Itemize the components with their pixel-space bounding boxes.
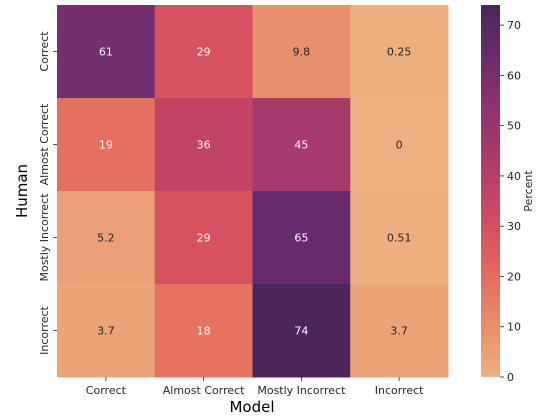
colorbar-tick-label: 10 (507, 321, 521, 334)
y-tick-label: Correct (38, 31, 51, 72)
colorbar-tick-label: 0 (507, 371, 514, 384)
cell-value-label: 3.7 (390, 325, 408, 338)
heatmap-cell (57, 98, 156, 192)
colorbar-tick-label: 30 (507, 220, 521, 233)
cell-value-label: 0 (396, 139, 403, 152)
colorbar-tick-label: 20 (507, 270, 521, 283)
cell-value-label: 65 (294, 232, 308, 245)
cell-value-label: 45 (294, 139, 308, 152)
cell-value-label: 19 (99, 139, 113, 152)
colorbar-tick-label: 60 (507, 69, 521, 82)
cell-value-label: 29 (197, 46, 211, 59)
colorbar-title: Percent (522, 170, 535, 212)
cell-value-label: 5.2 (97, 232, 115, 245)
heatmap-cell (154, 284, 253, 378)
x-tick-label: Mostly Incorrect (257, 384, 346, 397)
cell-value-label: 0.25 (387, 46, 412, 59)
heatmap-cells: 61 29 9.8 0.25 19 36 45 0 5.2 29 65 0.51 3.7 18 74 3.7 (57, 5, 449, 378)
heatmap-cell (252, 5, 351, 99)
cell-value-label: 9.8 (293, 46, 311, 59)
y-tick-label: Almost Correct (38, 103, 51, 185)
heatmap-cell (57, 191, 156, 285)
x-tick-label: Incorrect (375, 384, 424, 397)
heatmap-cell (57, 5, 156, 99)
heatmap-cell (252, 284, 351, 378)
cell-value-label: 0.51 (387, 232, 412, 245)
heatmap-cell (350, 98, 449, 192)
cell-value-label: 61 (99, 46, 113, 59)
colorbar-gradient (481, 5, 500, 377)
heatmap-cell (350, 284, 449, 378)
heatmap-cell (154, 5, 253, 99)
y-tick-label: Incorrect (38, 305, 51, 354)
cell-value-label: 18 (197, 325, 211, 338)
y-axis-title: Human (13, 164, 31, 218)
colorbar: 0 10 20 30 40 50 60 70 (481, 5, 521, 384)
heatmap-cell (154, 191, 253, 285)
x-tick-label: Almost Correct (163, 384, 245, 397)
heatmap-cell (350, 191, 449, 285)
heatmap-cell (252, 98, 351, 192)
heatmap-cell (57, 284, 156, 378)
x-tick-label: Correct (86, 384, 127, 397)
colorbar-tick-label: 50 (507, 120, 521, 133)
x-axis-ticks: Correct Almost Correct Mostly Incorrect Inc… (86, 377, 424, 397)
cell-value-label: 74 (294, 325, 308, 338)
y-axis-ticks: Correct Almost Correct Mostly Incorrect Inc… (38, 31, 57, 355)
colorbar-tick-label: 70 (507, 19, 521, 32)
cell-value-label: 29 (197, 232, 211, 245)
y-tick-label: Mostly Incorrect (38, 193, 51, 282)
cell-value-label: 3.7 (97, 325, 115, 338)
colorbar-tick-label: 40 (507, 170, 521, 183)
heatmap-cell (350, 5, 449, 99)
heatmap-cell (252, 191, 351, 285)
heatmap-cell (154, 98, 253, 192)
x-axis-title: Model (229, 398, 274, 416)
cell-value-label: 36 (197, 139, 211, 152)
